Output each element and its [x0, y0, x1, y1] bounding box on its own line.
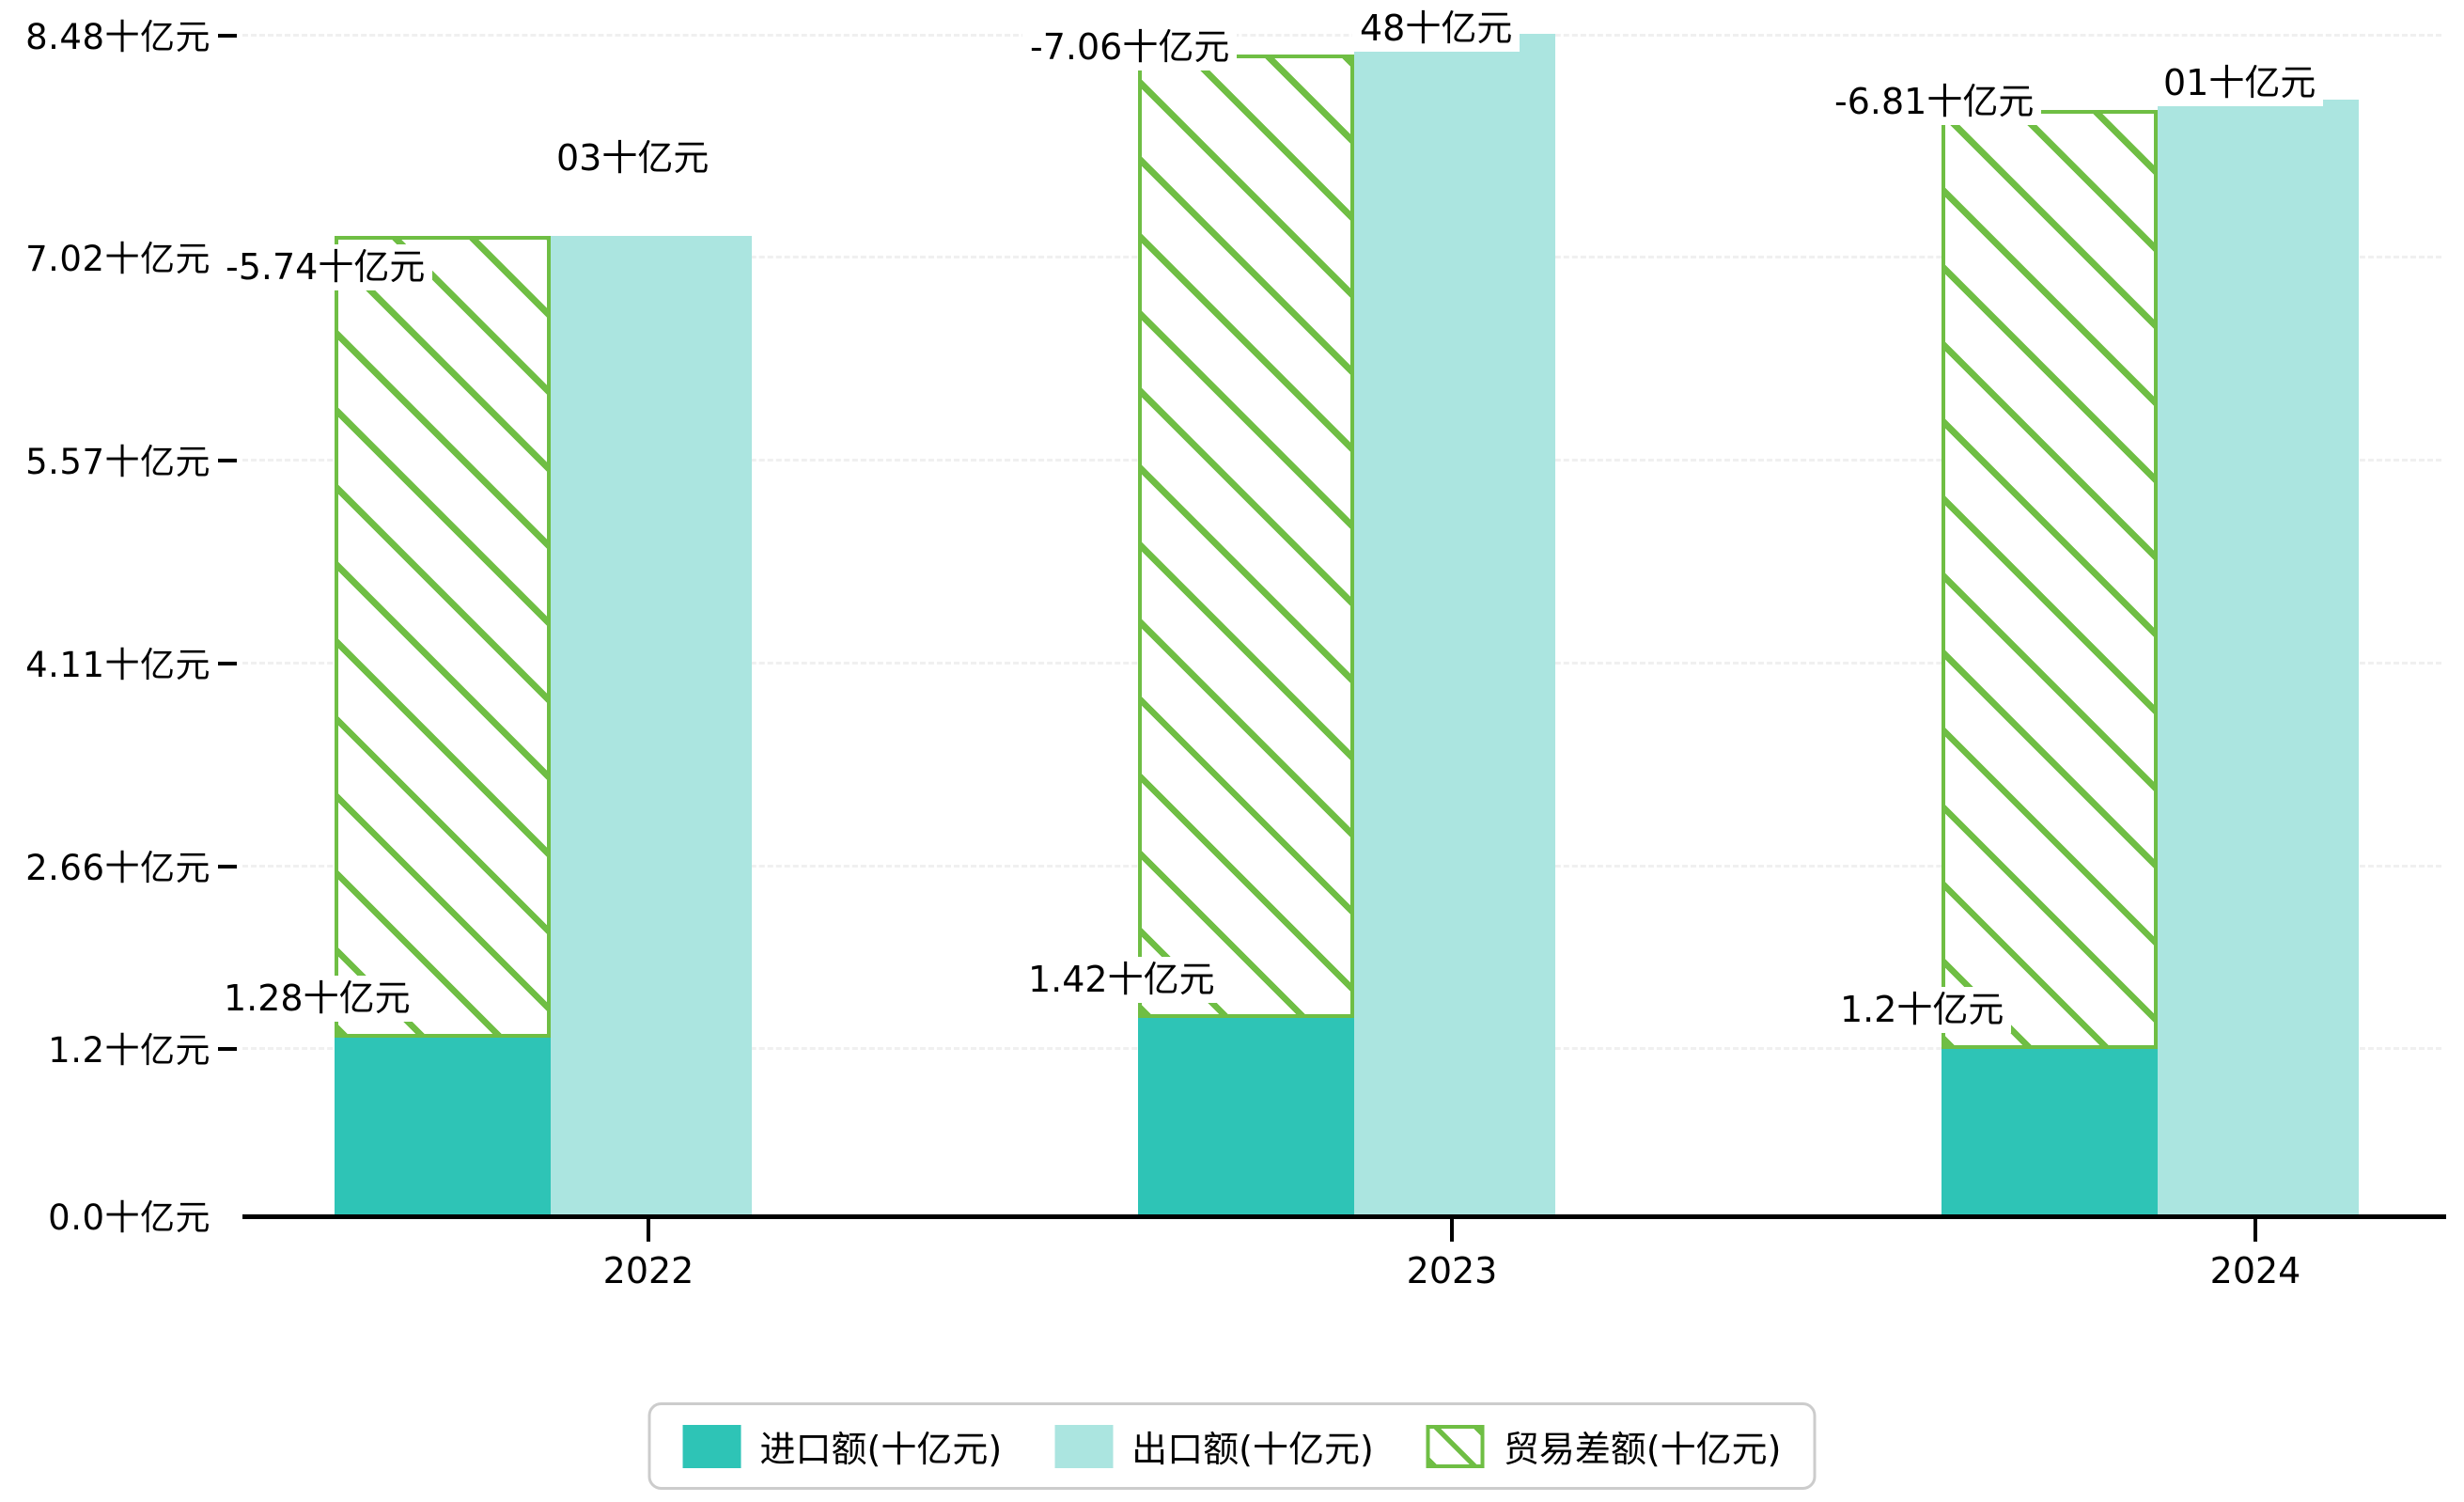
y-axis-label-6: 0.0十亿元: [48, 1197, 211, 1238]
x-axis-line: [242, 1214, 2446, 1219]
bar-balance-2024[interactable]: [1942, 110, 2158, 1049]
legend-item-import[interactable]: 进口额(十亿元): [682, 1420, 1003, 1472]
y-tick-dash-2: [218, 459, 237, 462]
data-label-export-2023: 48十亿元: [1352, 6, 1521, 52]
y-tick-dash-3: [218, 662, 237, 665]
bar-import-2022[interactable]: [335, 1038, 551, 1216]
y-axis-label-0: 8.48十亿元: [25, 17, 211, 57]
x-axis-label-2022: 2022: [602, 1250, 694, 1291]
y-axis-label-3: 4.11十亿元: [25, 645, 211, 685]
bar-export-2022[interactable]: [551, 236, 752, 1216]
y-axis-label-4: 2.66十亿元: [25, 848, 211, 888]
data-label-balance-2022: -5.74十亿元: [218, 244, 433, 290]
x-tick-mark-2023: [1450, 1219, 1454, 1242]
x-axis-label-2024: 2024: [2209, 1250, 2301, 1291]
legend-label-balance: 贸易差额(十亿元): [1503, 1429, 1782, 1470]
legend-item-export[interactable]: 出口额(十亿元): [1054, 1420, 1374, 1472]
legend-label-export: 出口额(十亿元): [1131, 1429, 1374, 1470]
legend-item-balance[interactable]: 贸易差额(十亿元): [1426, 1420, 1782, 1472]
data-label-balance-2024: -6.81十亿元: [1827, 79, 2042, 125]
bar-balance-2023[interactable]: [1138, 55, 1354, 1018]
chart-legend: 进口额(十亿元) 出口额(十亿元) 贸易差额(十亿元): [647, 1402, 1817, 1490]
x-tick-mark-2022: [647, 1219, 650, 1242]
data-label-import-2023: 1.42十亿元: [1021, 957, 1223, 1003]
data-label-export-2022: 03十亿元: [549, 135, 717, 181]
x-axis-label-2023: 2023: [1406, 1250, 1498, 1291]
legend-swatch-balance-icon: [1426, 1424, 1485, 1468]
data-label-import-2024: 1.2十亿元: [1832, 987, 2012, 1033]
data-label-export-2024: 01十亿元: [2156, 60, 2324, 106]
bar-balance-2022[interactable]: [335, 236, 551, 1038]
legend-label-import: 进口额(十亿元): [759, 1429, 1003, 1470]
y-axis: 8.48十亿元 7.02十亿元 5.57十亿元 4.11十亿元 2.66十亿元 …: [0, 0, 242, 1238]
gridline-848: [242, 34, 2441, 37]
x-tick-mark-2024: [2253, 1219, 2257, 1242]
plot-area: -5.74十亿元 03十亿元 1.28十亿元 -7.06十亿元 48十亿元 1.…: [216, 6, 2441, 1216]
bar-export-2024[interactable]: [2158, 100, 2359, 1216]
y-tick-dash-5: [218, 1047, 237, 1051]
data-label-balance-2023: -7.06十亿元: [1022, 24, 1238, 70]
bar-export-2023[interactable]: [1354, 34, 1555, 1216]
y-axis-label-1: 7.02十亿元: [25, 239, 211, 279]
bar-import-2024[interactable]: [1942, 1049, 2158, 1216]
legend-swatch-import-icon: [682, 1424, 741, 1468]
data-label-import-2022: 1.28十亿元: [216, 976, 418, 1022]
legend-swatch-export-icon: [1054, 1424, 1114, 1468]
y-axis-label-2: 5.57十亿元: [25, 442, 211, 482]
y-tick-dash-0: [218, 34, 237, 38]
bar-import-2023[interactable]: [1138, 1018, 1354, 1216]
y-axis-label-5: 1.2十亿元: [48, 1030, 211, 1071]
y-tick-dash-4: [218, 865, 237, 868]
